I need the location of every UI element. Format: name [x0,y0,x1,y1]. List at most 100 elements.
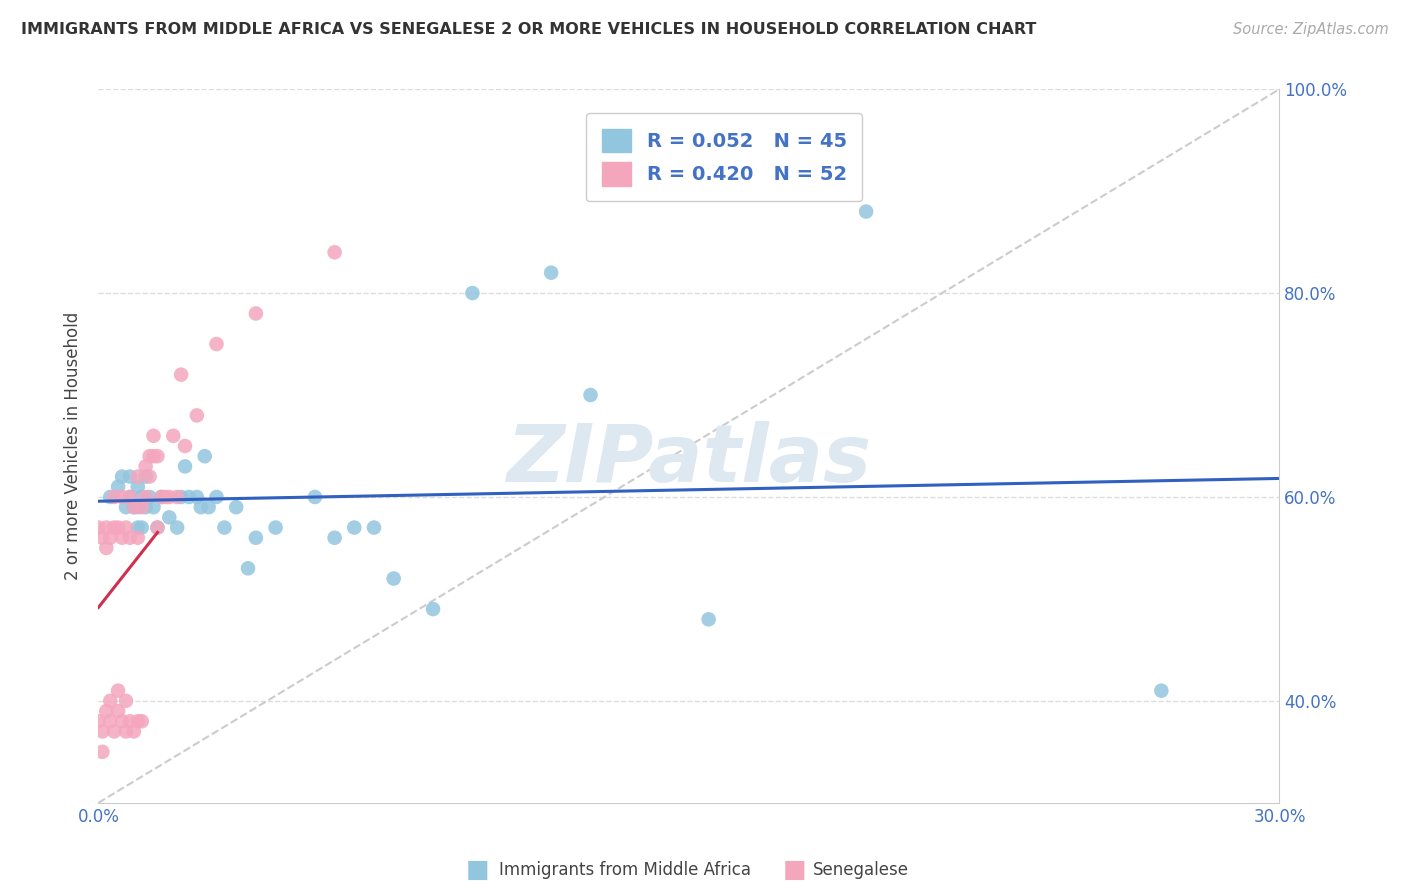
Point [264,520,287,534]
Text: ■: ■ [783,858,806,881]
Point [103,724,125,739]
Text: Immigrants from Middle Africa: Immigrants from Middle Africa [499,861,751,879]
Point [186,409,208,423]
Text: IMMIGRANTS FROM MIDDLE AFRICA VS SENEGALESE 2 OR MORE VEHICLES IN HOUSEHOLD CORR: IMMIGRANTS FROM MIDDLE AFRICA VS SENEGAL… [21,22,1036,37]
Point [122,500,145,515]
Point [127,480,149,494]
Point [855,204,877,219]
Point [127,500,149,515]
Point [142,449,165,463]
Point [1150,683,1173,698]
Point [157,510,180,524]
Y-axis label: 2 or more Vehicles in Household: 2 or more Vehicles in Household [65,312,83,580]
Point [142,429,165,443]
Point [122,724,145,739]
Point [323,245,346,260]
Point [127,714,149,729]
Point [103,520,125,534]
Point [174,459,197,474]
Point [96,520,118,534]
Point [177,490,200,504]
Point [461,286,484,301]
Point [697,612,720,626]
Point [146,520,169,534]
Point [236,561,259,575]
Point [146,449,169,463]
Text: ZIPatlas: ZIPatlas [506,421,872,500]
Point [205,490,228,504]
Point [111,531,134,545]
Point [91,724,114,739]
Point [166,490,188,504]
Point [170,490,193,504]
Point [150,490,173,504]
Point [343,520,366,534]
Point [96,541,118,555]
Point [190,500,212,515]
Point [138,490,160,504]
Point [150,490,173,504]
Point [127,531,149,545]
Point [96,704,118,718]
Text: Senegalese: Senegalese [813,861,908,879]
Point [135,469,157,483]
Point [155,490,177,504]
Point [118,490,141,504]
Point [115,724,138,739]
Point [111,469,134,483]
Point [103,490,125,504]
Point [107,480,129,494]
Point [118,714,141,729]
Point [87,520,110,534]
Point [363,520,385,534]
Point [87,714,110,729]
Point [422,602,444,616]
Point [194,449,217,463]
Point [197,500,219,515]
Point [115,694,138,708]
Legend: R = 0.052   N = 45, R = 0.420   N = 52: R = 0.052 N = 45, R = 0.420 N = 52 [586,113,862,202]
Point [540,266,562,280]
Point [111,714,134,729]
Point [157,490,180,504]
Point [245,531,267,545]
Point [245,306,267,320]
Point [323,531,346,545]
Point [127,520,149,534]
Point [579,388,602,402]
Point [131,500,153,515]
Point [138,469,160,483]
Point [118,469,141,483]
Point [107,704,129,718]
Point [138,449,160,463]
Point [142,500,165,515]
Point [135,459,157,474]
Point [107,520,129,534]
Point [131,490,153,504]
Point [98,490,121,504]
Point [115,500,138,515]
Point [118,531,141,545]
Point [98,694,121,708]
Text: ■: ■ [467,858,489,881]
Point [382,572,405,586]
Point [135,500,157,515]
Point [91,745,114,759]
Point [98,531,121,545]
Text: Source: ZipAtlas.com: Source: ZipAtlas.com [1233,22,1389,37]
Point [162,429,184,443]
Point [186,490,208,504]
Point [127,469,149,483]
Point [146,520,169,534]
Point [118,490,141,504]
Point [225,500,247,515]
Point [205,337,228,351]
Point [174,439,197,453]
Point [135,490,157,504]
Point [98,714,121,729]
Point [122,500,145,515]
Point [107,683,129,698]
Point [214,520,236,534]
Point [131,714,153,729]
Point [115,520,138,534]
